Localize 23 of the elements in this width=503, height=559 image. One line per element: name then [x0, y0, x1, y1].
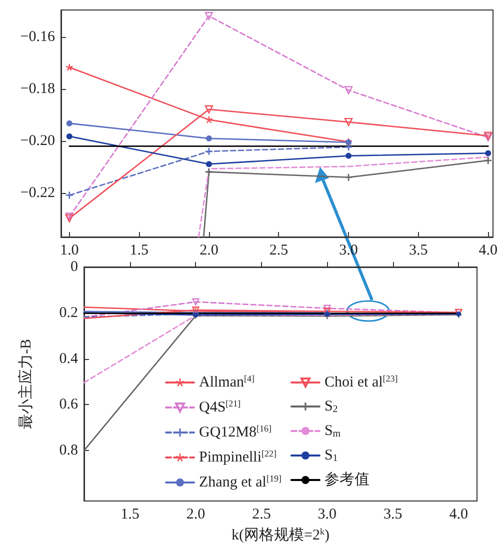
- y-tick-label: −0.22: [20, 184, 55, 201]
- x-tick-label: 2.0: [186, 506, 206, 522]
- x-tick-label: 2.5: [252, 506, 271, 522]
- x-tick-label: 1.5: [120, 506, 140, 522]
- legend-label: 参考值: [324, 471, 370, 488]
- x-tick-label: 1.5: [130, 242, 149, 258]
- x-tick-label: 4.0: [478, 242, 498, 258]
- x-tick-label: 1.0: [60, 242, 79, 258]
- y-tick-label: −0.20: [20, 133, 55, 150]
- y-tick-label: 0.4: [59, 350, 78, 367]
- y-tick-label: −0.16: [20, 29, 56, 46]
- y-tick-label: 0: [70, 259, 78, 275]
- x-tick-label: 3.0: [318, 506, 337, 522]
- y-tick-label: 0.6: [59, 396, 78, 413]
- y-tick-label: −0.18: [20, 81, 55, 98]
- x-tick-label: 3.5: [408, 242, 428, 258]
- y-tick-label: 0.8: [59, 442, 78, 459]
- x-tick-label: 3.5: [384, 506, 402, 522]
- x-tick-label: 4.0: [449, 506, 468, 522]
- y-tick-label: 0.2: [59, 304, 78, 321]
- x-tick-label: 2.5: [269, 242, 288, 258]
- x-tick-label: 2.0: [200, 242, 218, 258]
- y-axis-title: 最小主应力-B: [18, 339, 34, 429]
